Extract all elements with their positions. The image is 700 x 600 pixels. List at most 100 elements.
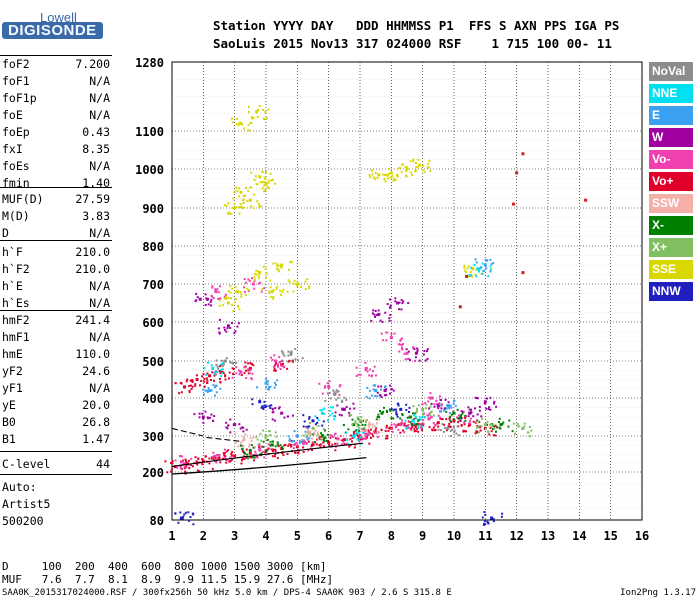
echo-dot [247,368,250,371]
param-name: fmin [2,176,30,190]
echo-dot [382,406,385,409]
echo-dot [492,434,495,437]
echo-dot [474,273,477,276]
echo-dot [254,453,257,456]
echo-dot [414,425,417,428]
echo-dot [280,266,283,269]
echo-dot [277,264,280,267]
echo-dot [483,522,486,525]
echo-dot [345,398,348,401]
echo-dot [206,372,209,375]
echo-dot [425,403,428,406]
data-point [380,411,384,415]
echo-dot [361,428,364,431]
echo-dot [260,452,263,455]
param-name: h`F [2,245,23,259]
echo-dot [402,429,405,432]
echo-dot [283,354,286,357]
echo-dot [297,451,300,454]
echo-dot [323,438,326,441]
echo-dot [279,294,282,297]
echo-dot [242,430,245,433]
echo-dot [407,420,410,423]
echo-dot [460,410,463,413]
echo-dot [274,453,277,456]
echo-dot [484,513,487,516]
echo-dot [272,297,275,300]
echo-dot [374,310,377,313]
echo-dot [474,396,477,399]
echo-dot [486,420,489,423]
echo-dot [233,332,236,335]
echo-dot [488,423,491,426]
echo-dot [203,380,206,383]
echo-dot [413,359,416,362]
echo-dot [251,456,254,459]
echo-dot [328,391,331,394]
echo-dot [424,402,427,405]
echo-dot [225,461,228,464]
echo-dot [469,420,472,423]
echo-dot [185,466,188,469]
echo-dot [392,389,395,392]
echo-dot [280,364,283,367]
echo-dot [301,357,304,360]
echo-dot [401,163,404,166]
data-point [327,440,331,444]
echo-dot [267,443,270,446]
echo-dot [313,431,316,434]
echo-dot [357,423,360,426]
echo-dot [365,435,368,438]
echo-dot [237,305,240,308]
echo-dot [225,426,228,429]
echo-dot [385,393,388,396]
echo-dot [210,389,213,392]
echo-dot [250,440,253,443]
data-point [477,267,481,271]
echo-dot [256,200,259,203]
echo-dot [323,435,326,438]
echo-dot [255,436,258,439]
echo-dot [477,420,480,423]
echo-dot [421,403,424,406]
echo-dot [266,186,269,189]
echo-dot [379,394,382,397]
echo-dot [305,435,308,438]
echo-dot [226,212,229,215]
echo-dot [261,405,264,408]
echo-dot [238,373,241,376]
echo-dot [298,442,301,445]
echo-dot [450,420,453,423]
echo-dot [209,379,212,382]
echo-dot [269,385,272,388]
echo-dot [281,350,284,353]
data-point [217,453,221,457]
data-point [490,516,494,520]
echo-dot [281,291,284,294]
echo-dot [216,365,219,368]
echo-dot [211,286,214,289]
echo-dot [399,343,402,346]
legend-item-w: W [649,128,693,147]
echo-dot [242,206,245,209]
data-point [320,434,324,438]
echo-dot [227,296,230,299]
echo-dot [363,426,366,429]
echo-dot [485,407,488,410]
echo-dot [475,397,478,400]
echo-dot [284,443,287,446]
echo-dot [384,311,387,314]
echo-dot [414,415,417,418]
param-row-yf2: yF2 24.6 [2,364,110,380]
echo-dot [259,432,262,435]
echo-dot [416,350,419,353]
echo-dot [477,269,480,272]
echo-dot [247,362,250,365]
echo-dot [468,422,471,425]
echo-dot [265,386,268,389]
echo-dot [300,440,303,443]
echo-dot [232,373,235,376]
echo-dot [376,431,379,434]
echo-dot [441,423,444,426]
